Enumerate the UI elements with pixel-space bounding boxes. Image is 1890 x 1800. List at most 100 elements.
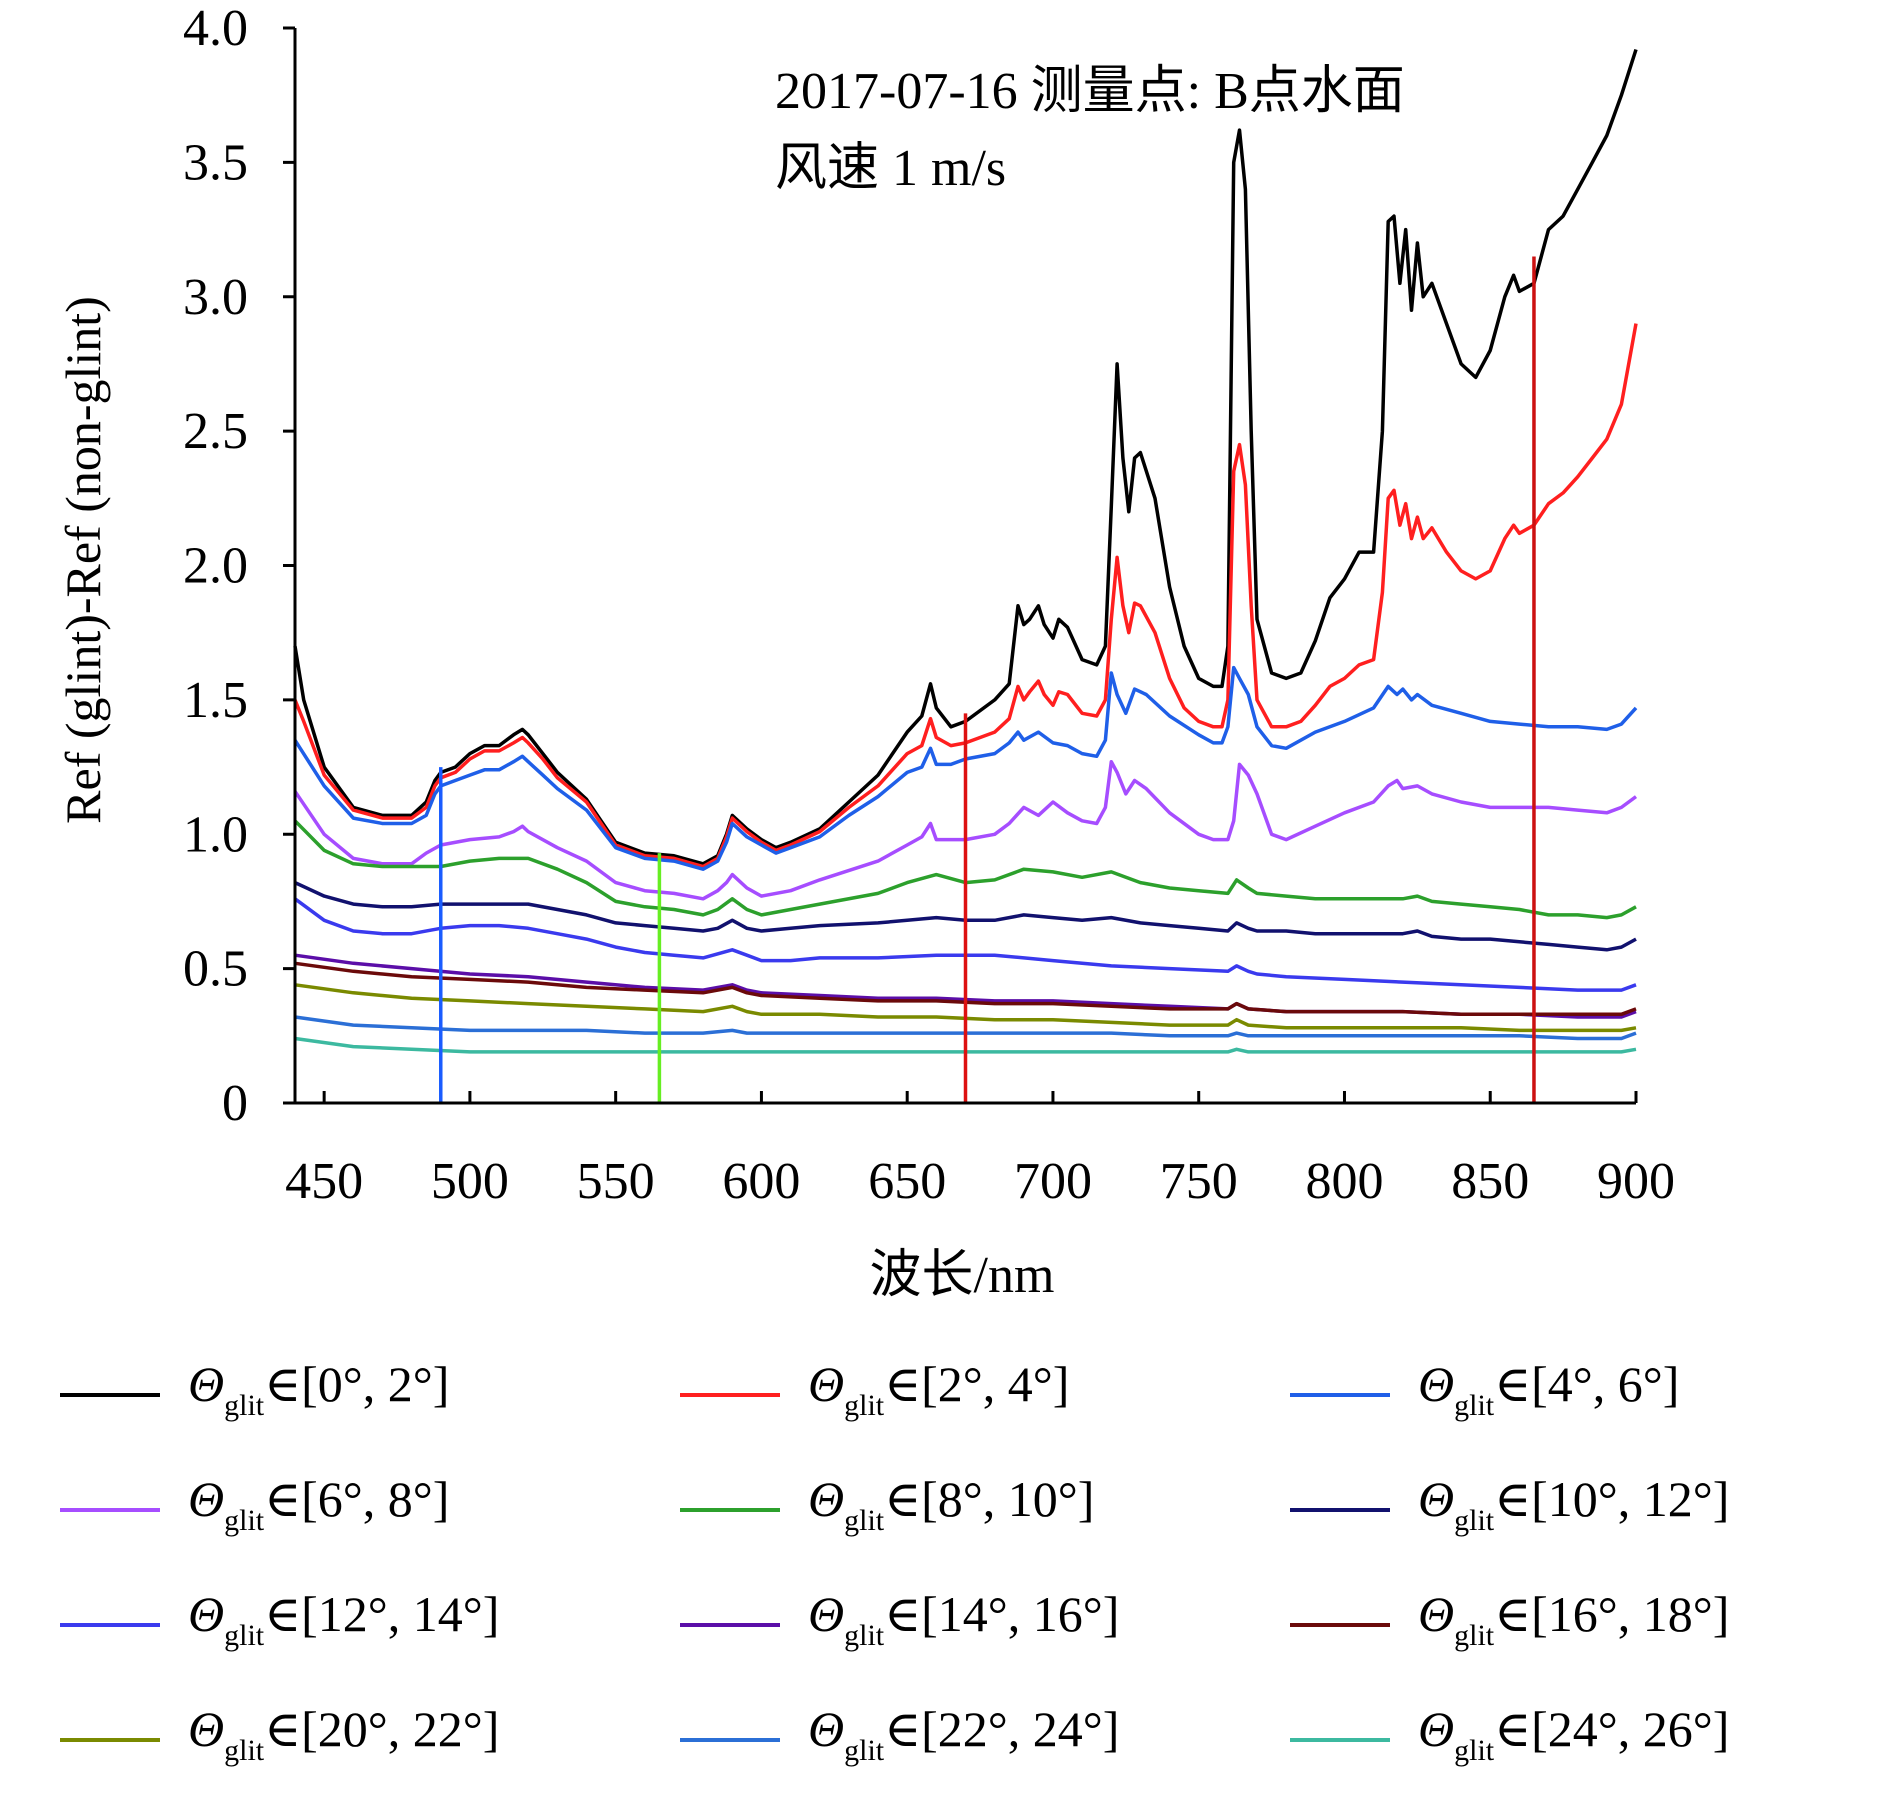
legend-range: [0°, 2°] xyxy=(301,1356,450,1412)
annotation-date-site: 2017-07-16 测量点: B点水面 xyxy=(775,63,1405,120)
x-tick-label-3: 600 xyxy=(722,1153,800,1210)
legend-theta: Θglit xyxy=(808,1471,885,1537)
legend-swatch xyxy=(60,1738,160,1742)
x-tick-label-7: 800 xyxy=(1305,1153,1383,1210)
legend-theta-subscript: glit xyxy=(844,1619,885,1652)
legend-member-symbol: ∈ xyxy=(264,1356,302,1412)
legend-range: [22°, 24°] xyxy=(921,1701,1120,1757)
legend-label: Θglit∈[0°, 2°] xyxy=(188,1354,449,1436)
vertical-marker-layer xyxy=(439,256,1536,1103)
legend-swatch xyxy=(1290,1623,1390,1627)
legend-swatch xyxy=(60,1508,160,1512)
legend-range: [16°, 18°] xyxy=(1531,1586,1730,1642)
legend-theta-subscript: glit xyxy=(844,1504,885,1537)
legend-theta: Θglit xyxy=(808,1356,885,1422)
legend-item: Θglit∈[14°, 16°] xyxy=(680,1586,1119,1655)
legend-member-symbol: ∈ xyxy=(884,1356,922,1412)
series-line-11 xyxy=(294,1036,1637,1054)
legend-theta-subscript: glit xyxy=(224,1734,265,1767)
legend-item: Θglit∈[12°, 14°] xyxy=(60,1586,499,1655)
legend-theta-subscript: glit xyxy=(224,1619,265,1652)
legend-item: Θglit∈[20°, 22°] xyxy=(60,1701,499,1770)
legend-theta-subscript: glit xyxy=(224,1389,265,1422)
legend-member-symbol: ∈ xyxy=(264,1471,302,1527)
legend-member-symbol: ∈ xyxy=(884,1586,922,1642)
legend-label: Θglit∈[14°, 16°] xyxy=(808,1584,1119,1666)
series-line-9 xyxy=(294,983,1637,1033)
legend-swatch xyxy=(60,1623,160,1627)
legend-range: [24°, 26°] xyxy=(1531,1701,1730,1757)
y-tick-label-4: 2.0 xyxy=(183,538,248,595)
legend-theta: Θglit xyxy=(188,1471,265,1537)
legend-member-symbol: ∈ xyxy=(264,1701,302,1757)
legend-range: [10°, 12°] xyxy=(1531,1471,1730,1527)
legend-swatch xyxy=(1290,1393,1390,1397)
legend-range: [14°, 16°] xyxy=(921,1586,1120,1642)
legend-swatch xyxy=(680,1738,780,1742)
legend-theta-subscript: glit xyxy=(1454,1504,1495,1537)
legend-label: Θglit∈[20°, 22°] xyxy=(188,1699,499,1781)
legend-theta: Θglit xyxy=(188,1701,265,1767)
x-tick-label-9: 900 xyxy=(1597,1153,1675,1210)
x-tick-label-5: 700 xyxy=(1014,1153,1092,1210)
legend-range: [4°, 6°] xyxy=(1531,1356,1680,1412)
series-line-6 xyxy=(293,897,1637,992)
legend-theta: Θglit xyxy=(188,1586,265,1652)
series-line-4 xyxy=(293,819,1637,920)
y-tick-label-6: 3.0 xyxy=(183,269,248,326)
legend-label: Θglit∈[10°, 12°] xyxy=(1418,1469,1729,1551)
y-tick-label-2: 1.0 xyxy=(183,806,248,863)
legend-label: Θglit∈[16°, 18°] xyxy=(1418,1584,1729,1666)
legend-theta: Θglit xyxy=(808,1586,885,1652)
legend-swatch xyxy=(60,1393,160,1397)
x-axis-title: 波长/nm xyxy=(870,1247,1055,1304)
legend-theta-subscript: glit xyxy=(844,1389,885,1422)
series-line-10 xyxy=(294,1015,1637,1041)
legend-item: Θglit∈[4°, 6°] xyxy=(1290,1356,1679,1425)
series-layer xyxy=(293,48,1638,1054)
legend-theta: Θglit xyxy=(188,1356,265,1422)
annotation-wind-speed: 风速 1 m/s xyxy=(775,140,1006,197)
legend-item: Θglit∈[6°, 8°] xyxy=(60,1471,449,1540)
legend-member-symbol: ∈ xyxy=(1494,1586,1532,1642)
x-tick-label-8: 850 xyxy=(1451,1153,1529,1210)
legend-swatch xyxy=(1290,1738,1390,1742)
series-line-1 xyxy=(293,323,1638,869)
legend-theta: Θglit xyxy=(1418,1471,1495,1537)
axes-layer: 0 0.5 1.0 1.5 2.0 2.5 3.0 3.5 4.0 450 500 550 600 650… xyxy=(183,0,1675,1210)
legend-item: Θglit∈[24°, 26°] xyxy=(1290,1701,1729,1770)
legend-member-symbol: ∈ xyxy=(884,1471,922,1527)
legend-item: Θglit∈[22°, 24°] xyxy=(680,1701,1119,1770)
legend-label: Θglit∈[6°, 8°] xyxy=(188,1469,449,1551)
legend-theta: Θglit xyxy=(1418,1586,1495,1652)
spectral-glint-chart: 0 0.5 1.0 1.5 2.0 2.5 3.0 3.5 4.0 450 500 550 600 650… xyxy=(55,0,1675,1304)
legend-range: [20°, 22°] xyxy=(301,1701,500,1757)
legend-theta-subscript: glit xyxy=(1454,1734,1495,1767)
legend-theta-subscript: glit xyxy=(844,1734,885,1767)
legend-range: [8°, 10°] xyxy=(921,1471,1095,1527)
legend-theta-subscript: glit xyxy=(1454,1389,1495,1422)
y-tick-label-3: 1.5 xyxy=(183,672,248,729)
x-tick-label-4: 650 xyxy=(868,1153,946,1210)
legend-swatch xyxy=(680,1508,780,1512)
legend-theta: Θglit xyxy=(808,1701,885,1767)
legend-swatch xyxy=(1290,1508,1390,1512)
legend-theta-subscript: glit xyxy=(1454,1619,1495,1652)
y-tick-label-7: 3.5 xyxy=(183,134,248,191)
series-line-3 xyxy=(293,759,1638,901)
legend-range: [6°, 8°] xyxy=(301,1471,450,1527)
series-line-0 xyxy=(293,48,1638,866)
y-tick-label-0: 0 xyxy=(222,1075,248,1132)
legend-member-symbol: ∈ xyxy=(1494,1701,1532,1757)
legend-range: [12°, 14°] xyxy=(301,1586,500,1642)
legend-label: Θglit∈[2°, 4°] xyxy=(808,1354,1069,1436)
legend-item: Θglit∈[16°, 18°] xyxy=(1290,1586,1729,1655)
y-tick-label-8: 4.0 xyxy=(183,0,248,57)
legend-swatch xyxy=(680,1623,780,1627)
legend-member-symbol: ∈ xyxy=(264,1586,302,1642)
legend-label: Θglit∈[12°, 14°] xyxy=(188,1584,499,1666)
series-line-2 xyxy=(293,665,1638,871)
legend-item: Θglit∈[0°, 2°] xyxy=(60,1356,449,1425)
legend-swatch xyxy=(680,1393,780,1397)
legend-label: Θglit∈[8°, 10°] xyxy=(808,1469,1094,1551)
